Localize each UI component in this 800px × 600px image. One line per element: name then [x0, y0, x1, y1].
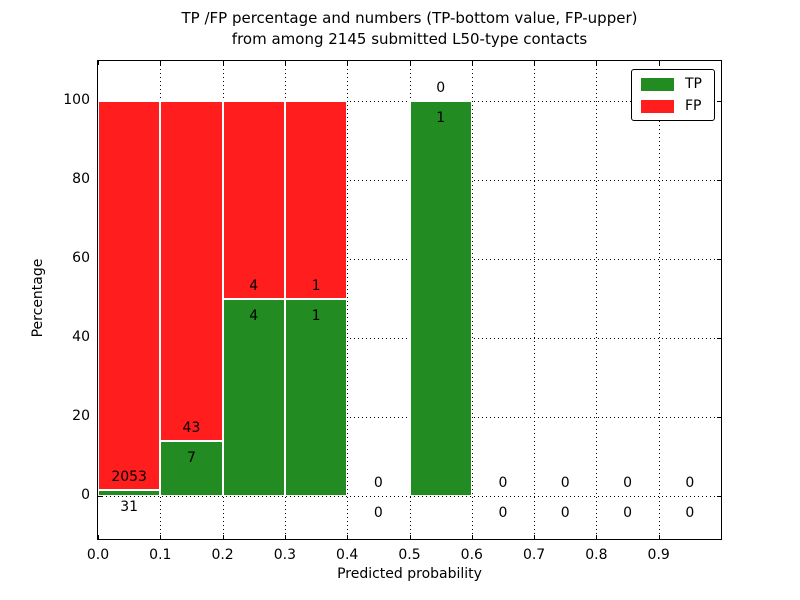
grid-line-vertical — [596, 61, 598, 539]
tp-count-label: 0 — [685, 505, 695, 521]
y-tick-mark-right — [717, 338, 721, 339]
fp-count-label: 0 — [373, 475, 383, 491]
tp-count-label: 0 — [373, 505, 383, 521]
plot-area: TP FP 2053 31 43 7 4 4 1 1 0 0 0 1 0 0 0 0 0 0 0 0 — [97, 60, 722, 540]
x-tick-label: 0.5 — [398, 547, 421, 563]
tp-count-label: 0 — [623, 505, 632, 521]
grid-line-vertical — [658, 61, 660, 539]
x-tick-label: 0.9 — [647, 547, 670, 563]
x-tick-mark-bottom — [596, 535, 598, 539]
bar-segment-tp — [98, 490, 161, 496]
y-tick-label: 60 — [72, 250, 90, 266]
fp-count-label: 0 — [436, 80, 446, 96]
x-tick-mark-top — [534, 61, 536, 65]
x-tick-mark-top — [658, 61, 660, 65]
y-tick-label: 0 — [81, 487, 90, 503]
fp-count-label: 1 — [311, 277, 321, 294]
bar-segment-fp — [98, 101, 161, 491]
tp-count-label: 1 — [311, 307, 321, 324]
x-tick-mark-bottom — [534, 535, 536, 539]
x-tick-mark-bottom — [160, 535, 162, 539]
y-tick-mark-right — [717, 259, 721, 260]
y-tick-mark-right — [717, 101, 721, 102]
fp-count-label: 0 — [560, 475, 570, 491]
grid-line-vertical — [471, 61, 473, 539]
y-axis-label: Percentage — [30, 258, 46, 338]
x-tick-mark-top — [284, 61, 286, 65]
x-tick-mark-bottom — [471, 535, 473, 539]
x-tick-label: 0.2 — [211, 547, 234, 563]
x-tick-mark-top — [222, 61, 224, 65]
tp-count-label: 1 — [436, 110, 446, 126]
legend-entry-tp: TP — [641, 77, 702, 91]
legend-entry-fp: FP — [641, 99, 702, 113]
tp-count-label: 0 — [560, 505, 570, 521]
bar-segment-fp — [222, 101, 285, 299]
fp-count-label: 4 — [249, 277, 259, 294]
x-tick-label: 0.8 — [585, 547, 608, 563]
y-tick-mark-left — [98, 496, 102, 497]
x-tick-mark-bottom — [284, 535, 286, 539]
grid-line-vertical — [347, 61, 349, 539]
x-tick-mark-top — [160, 61, 162, 65]
bar-segment-fp — [160, 101, 223, 441]
x-axis-label: Predicted probability — [337, 566, 482, 582]
y-tick-mark-right — [717, 180, 721, 181]
tp-color-swatch — [641, 77, 674, 91]
x-tick-mark-bottom — [347, 535, 349, 539]
fp-count-label: 2053 — [111, 469, 147, 486]
x-tick-mark-bottom — [658, 535, 660, 539]
grid-line-vertical — [534, 61, 536, 539]
fp-count-label: 0 — [623, 475, 632, 491]
tp-count-label: 31 — [120, 499, 139, 516]
y-tick-mark-right — [717, 417, 721, 418]
x-tick-label: 0.0 — [86, 547, 110, 563]
bar-segment-tp — [222, 298, 285, 496]
y-tick-label: 20 — [72, 408, 90, 424]
fp-count-label: 0 — [685, 475, 695, 491]
x-tick-label: 0.6 — [460, 547, 483, 563]
y-tick-mark-right — [717, 496, 721, 497]
legend-label-tp: TP — [685, 76, 702, 92]
x-tick-mark-bottom — [222, 535, 224, 539]
x-tick-label: 0.7 — [522, 547, 546, 563]
x-tick-mark-top — [596, 61, 598, 65]
x-tick-mark-top — [347, 61, 349, 65]
tp-count-label: 0 — [498, 505, 508, 521]
chart-title-line2: from among 2145 submitted L50-type conta… — [231, 30, 588, 48]
x-tick-label: 0.3 — [273, 547, 297, 563]
legend-label-fp: FP — [685, 98, 702, 114]
tp-count-label: 7 — [186, 449, 196, 466]
y-tick-label: 40 — [72, 329, 90, 345]
bar-segment-tp — [409, 101, 472, 496]
bar-segment-fp — [284, 101, 348, 299]
x-tick-label: 0.1 — [149, 547, 172, 563]
tp-count-label: 4 — [249, 307, 259, 324]
x-tick-mark-top — [98, 61, 99, 65]
bar-segment-tp — [284, 298, 348, 496]
x-tick-mark-bottom — [409, 535, 411, 539]
chart-title-line1: TP /FP percentage and numbers (TP-bottom… — [181, 9, 638, 27]
x-tick-label: 0.4 — [336, 547, 359, 563]
chart-title: TP /FP percentage and numbers (TP-bottom… — [97, 8, 722, 50]
legend-box: TP FP — [631, 69, 715, 121]
x-tick-mark-top — [409, 61, 411, 65]
y-tick-label: 100 — [63, 92, 90, 108]
x-tick-mark-bottom — [98, 535, 99, 539]
fp-count-label: 0 — [498, 475, 508, 491]
x-tick-mark-top — [471, 61, 473, 65]
bar-segment-tp — [160, 440, 223, 496]
y-tick-label: 80 — [72, 171, 90, 187]
fp-count-label: 43 — [182, 419, 201, 436]
fp-color-swatch — [641, 99, 674, 113]
